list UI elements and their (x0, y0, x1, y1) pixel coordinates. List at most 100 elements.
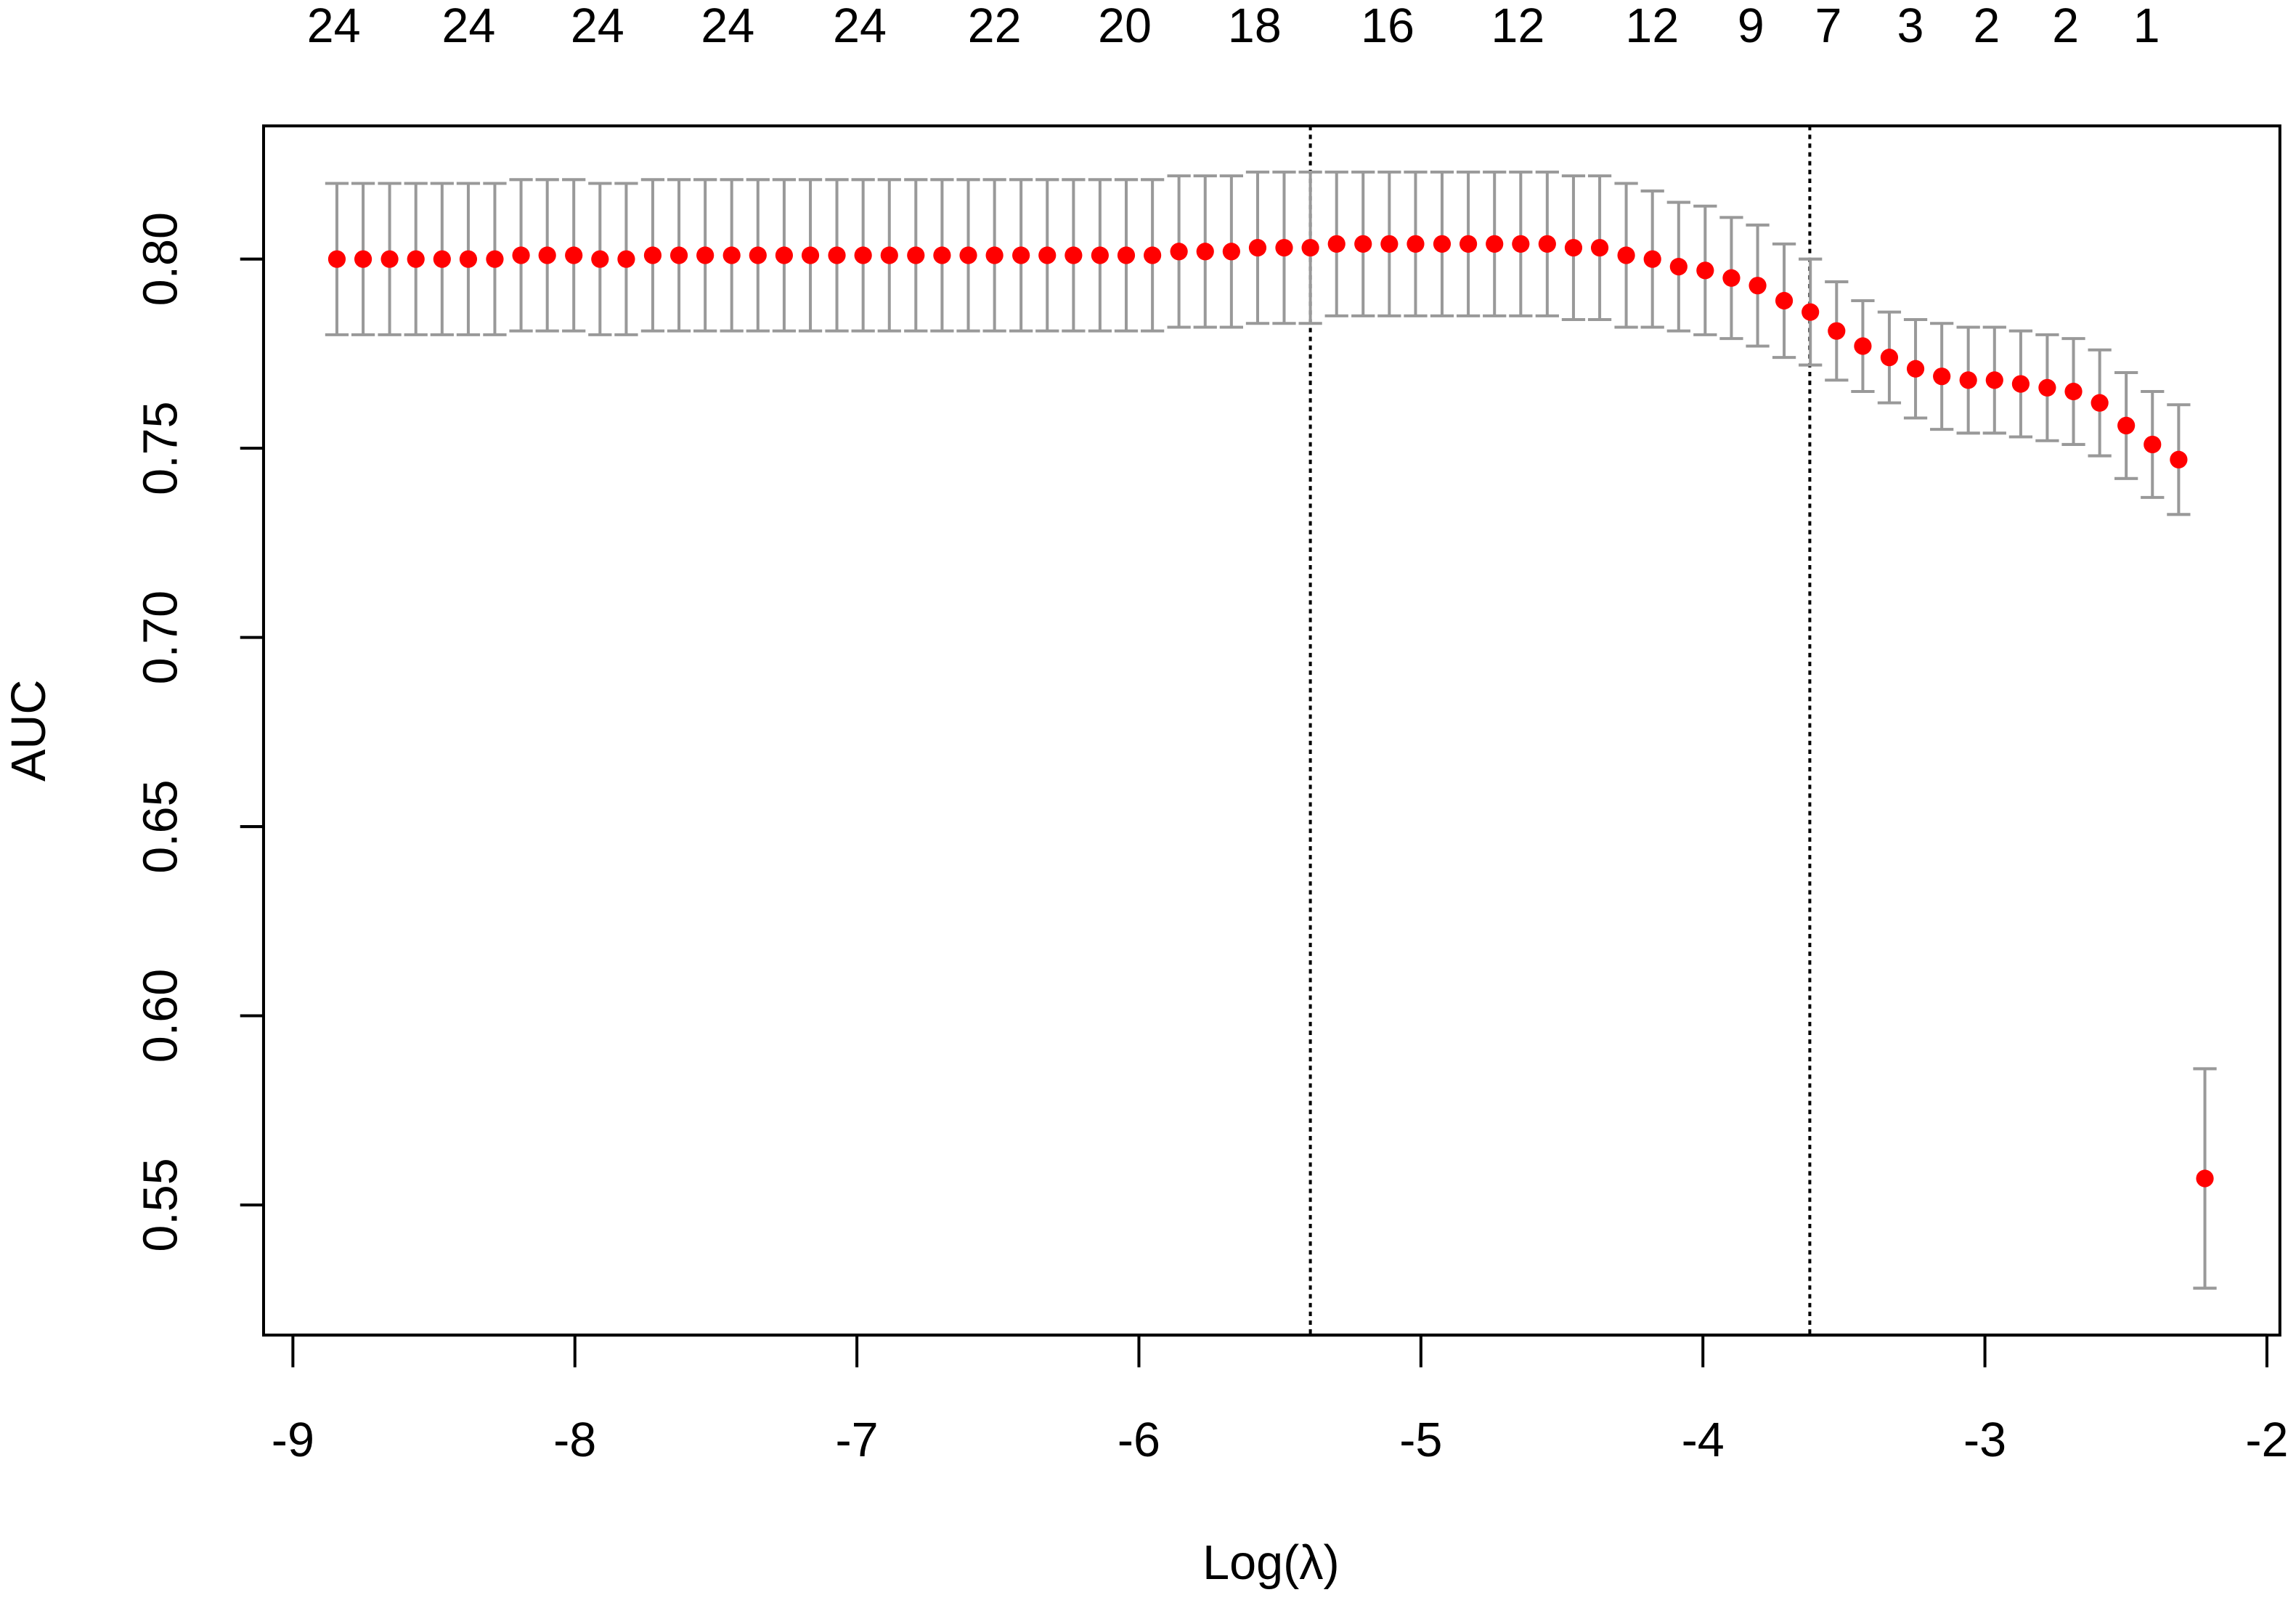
point (1854, 337, 1872, 355)
top-axis-label: 24 (441, 0, 495, 53)
point (1064, 246, 1083, 264)
point (880, 246, 898, 264)
x-tick-label: -9 (272, 1413, 314, 1467)
x-tick-label: -3 (1963, 1413, 2006, 1467)
point (1643, 250, 1661, 268)
point (1486, 235, 1504, 253)
x-axis-label: Log(λ) (1202, 1536, 1340, 1590)
point (722, 246, 741, 264)
top-axis-label: 2 (2052, 0, 2079, 53)
y-tick-label: 0.55 (134, 1158, 187, 1251)
top-axis-label: 24 (307, 0, 361, 53)
point (775, 246, 794, 264)
point (2144, 435, 2162, 454)
point (327, 250, 346, 268)
point (459, 250, 478, 268)
point (1512, 235, 1530, 253)
top-axis-label: 24 (701, 0, 754, 53)
point (1933, 368, 1951, 386)
point (1091, 246, 1109, 264)
y-tick-label: 0.70 (134, 591, 187, 684)
point (2117, 416, 2136, 434)
x-tick-label: -7 (836, 1413, 879, 1467)
point (407, 250, 425, 268)
point (1327, 235, 1346, 253)
y-tick-label: 0.75 (134, 401, 187, 495)
x-tick-label: -4 (1682, 1413, 1725, 1467)
point (565, 246, 583, 264)
point (749, 246, 767, 264)
top-axis-label: 24 (833, 0, 887, 53)
point (1669, 258, 1688, 276)
point (1170, 243, 1188, 261)
top-axis-label: 16 (1361, 0, 1414, 53)
y-axis-label: AUC (2, 680, 56, 782)
point (1722, 269, 1741, 287)
point (933, 246, 951, 264)
point (1985, 371, 2003, 389)
point (2170, 450, 2188, 468)
point (828, 246, 846, 264)
point (1354, 235, 1372, 253)
point (1828, 322, 1846, 340)
point (2064, 382, 2083, 401)
point (1038, 246, 1057, 264)
top-axis-label: 2 (1973, 0, 2000, 53)
point (1959, 371, 1977, 389)
top-axis-label: 9 (1738, 0, 1764, 53)
top-axis-label: 7 (1815, 0, 1842, 53)
top-axis-label: 18 (1228, 0, 1282, 53)
point (2196, 1169, 2214, 1188)
point (1248, 238, 1267, 257)
point (354, 250, 373, 268)
point (2011, 375, 2030, 393)
x-tick-label: -8 (553, 1413, 596, 1467)
point (985, 246, 1004, 264)
top-axis-label: 12 (1491, 0, 1544, 53)
point (380, 250, 399, 268)
point (1749, 277, 1767, 295)
point (801, 246, 820, 264)
point (1222, 243, 1240, 261)
point (1590, 238, 1609, 257)
point (854, 246, 872, 264)
point (1906, 360, 1925, 378)
point (959, 246, 977, 264)
point (512, 246, 530, 264)
point (1380, 235, 1399, 253)
point (1775, 291, 1794, 310)
point (1802, 303, 1820, 321)
y-tick-label: 0.80 (134, 212, 187, 306)
point (617, 250, 635, 268)
point (2038, 378, 2056, 397)
point (1617, 246, 1635, 264)
top-axis-label: 22 (968, 0, 1022, 53)
point (1117, 246, 1136, 264)
point (1564, 238, 1583, 257)
top-axis-label: 3 (1897, 0, 1924, 53)
point (1012, 246, 1030, 264)
point (907, 246, 925, 264)
point (486, 250, 504, 268)
point (643, 246, 662, 264)
point (2091, 394, 2109, 412)
point (669, 246, 688, 264)
point (1301, 238, 1319, 257)
point (433, 250, 451, 268)
point (1275, 238, 1293, 257)
point (591, 250, 609, 268)
top-axis-label: 20 (1098, 0, 1152, 53)
point (538, 246, 556, 264)
y-tick-label: 0.60 (134, 969, 187, 1063)
point (1144, 246, 1162, 264)
point (1696, 261, 1714, 280)
point (1538, 235, 1556, 253)
x-tick-label: -2 (2245, 1413, 2288, 1467)
y-tick-label: 0.65 (134, 779, 187, 873)
point (1459, 235, 1478, 253)
point (1196, 243, 1214, 261)
x-tick-label: -6 (1118, 1413, 1160, 1467)
top-axis-label: 12 (1625, 0, 1679, 53)
point (1406, 235, 1425, 253)
